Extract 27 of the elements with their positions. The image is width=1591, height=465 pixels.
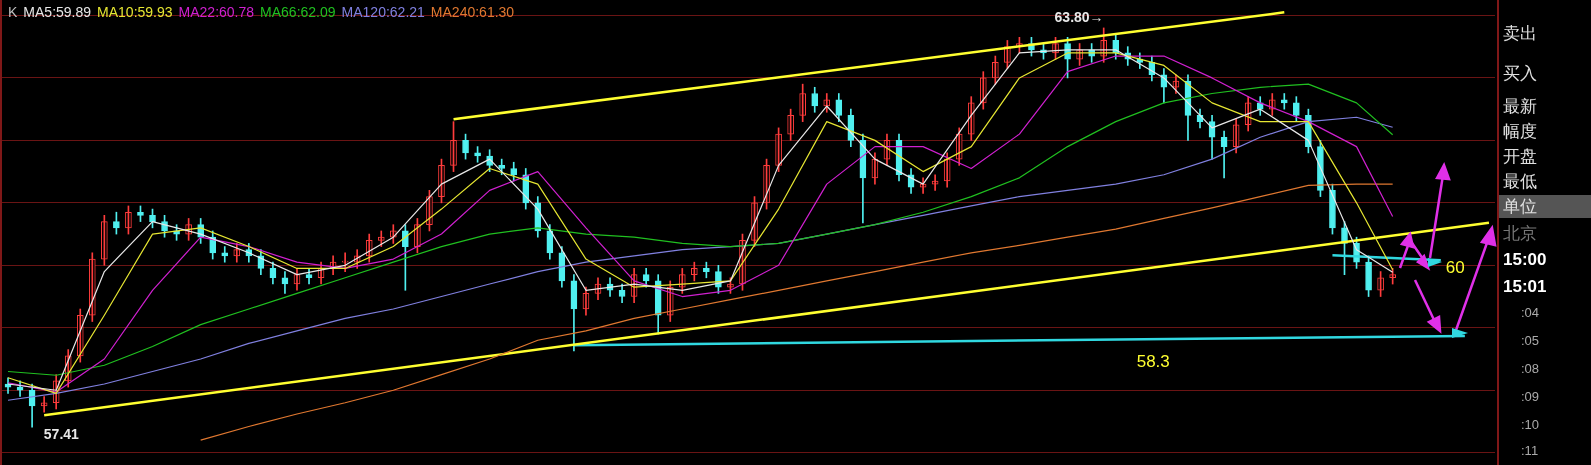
text: :11 [1521,443,1539,458]
text: :04 [1521,305,1540,320]
text: :10 [1521,417,1540,432]
text: 开盘 [1503,146,1537,168]
text: :05 [1521,333,1540,348]
text: 买入 [1503,63,1537,85]
text: 卖出 [1503,23,1537,45]
text: 单位 [1499,195,1591,218]
annotation: 57.41 [43,425,80,442]
text: MA120:62.21 [341,4,425,20]
text: MA240:61.30 [430,4,515,20]
text: 63.80→ [1054,8,1104,25]
text: MA10:59.93 [97,4,173,20]
text: :09 [1521,389,1540,404]
text: MA5:59.89 [23,4,92,20]
text: 幅度 [1503,121,1537,143]
text: 15:00 [1503,250,1547,270]
text: 15:01 [1503,277,1547,297]
text: MA22:60.78 [178,4,255,20]
annotation: 58.3 [1136,351,1170,371]
text: MA66:62.09 [260,4,336,20]
text: :08 [1521,361,1540,376]
annotation: 60 [1445,258,1465,278]
text: 最新 [1503,96,1537,118]
legend-title: K [8,4,18,20]
text: 北京 [1503,223,1537,245]
text: 最低 [1503,171,1537,193]
